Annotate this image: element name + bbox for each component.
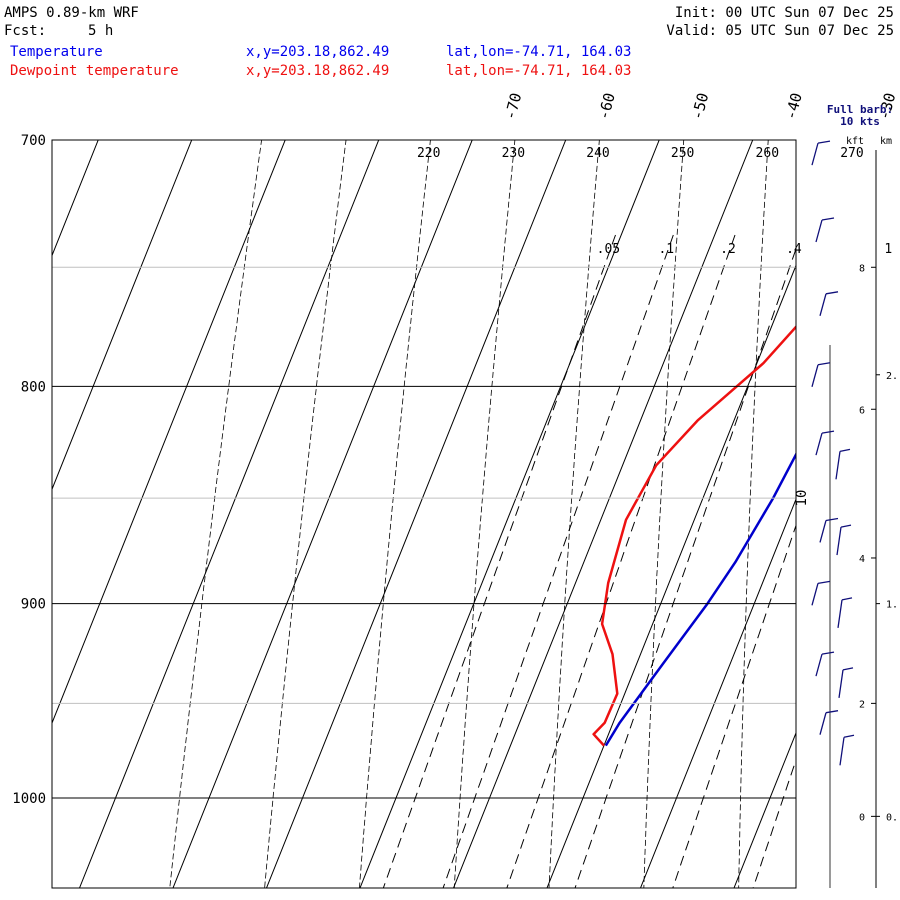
theta-label: 250: [671, 146, 694, 161]
isotherm-line: [265, 140, 567, 888]
isotherm-line: [639, 497, 796, 888]
kft-tick-label: 1.: [886, 600, 898, 611]
mixing-ratio-line: [839, 235, 900, 891]
dry-adiabat-line: [548, 140, 600, 888]
wind-barb: [811, 140, 831, 166]
isotherm-line: [172, 140, 473, 888]
isotherm-line: [359, 140, 660, 888]
extra-label: 10: [794, 490, 810, 507]
wind-barb: [839, 734, 855, 766]
barb-note-line2: 10 kts: [840, 115, 880, 128]
kft-tick-label: 0.: [886, 812, 898, 823]
init-time: Init: 00 UTC Sun 07 Dec 25: [674, 5, 894, 21]
temperature-profile-line: [604, 451, 796, 747]
theta-label: 240: [586, 146, 609, 161]
legend-temperature-label: Temperature: [10, 44, 103, 60]
mixing-ratio-line: [802, 235, 900, 891]
theta-label: 270: [840, 146, 863, 161]
isotherm-line: [52, 140, 286, 725]
isotherm-line: [821, 87, 900, 900]
mixing-ratio-line: [752, 758, 796, 888]
wind-barb: [837, 597, 853, 628]
mixing-ratio-line: [672, 524, 796, 888]
mixing-ratio-label: .1: [658, 242, 674, 257]
temperature-tick-label: -40: [781, 91, 805, 122]
wind-barb: [819, 517, 839, 543]
pressure-tick-label: 800: [21, 379, 46, 395]
isotherm-line: [52, 140, 99, 257]
wind-barb: [819, 710, 839, 735]
mixing-ratio-label: .2: [720, 242, 736, 257]
dry-adiabat-line: [359, 140, 431, 888]
isotherm-line: [78, 140, 380, 888]
km-tick-label: 0: [859, 812, 865, 823]
km-tick-label: 2: [859, 699, 865, 710]
mixing-ratio-label: 1: [884, 242, 892, 257]
pressure-tick-label: 1000: [12, 791, 46, 807]
wind-barb: [838, 667, 854, 698]
isotherm-line: [452, 140, 754, 888]
wind-barb: [815, 430, 835, 456]
legend-temperature-xy: x,y=203.18,862.49: [246, 44, 390, 60]
legend-dewpoint-label: Dewpoint temperature: [10, 63, 179, 79]
wind-barb: [815, 651, 835, 677]
mixing-ratio-label: .05: [597, 242, 620, 257]
km-axis-label: km: [880, 136, 892, 147]
theta-label: 230: [502, 146, 525, 161]
legend-dewpoint-xy: x,y=203.18,862.49: [246, 63, 390, 79]
dry-adiabat-line: [738, 140, 769, 888]
forecast-label: Fcst:: [4, 23, 47, 39]
wind-barb: [835, 448, 851, 480]
pressure-tick-label: 700: [21, 133, 46, 149]
model-title: AMPS 0.89-km WRF: [4, 5, 139, 21]
theta-label: 260: [756, 146, 779, 161]
wind-barb: [811, 580, 831, 606]
wind-barb: [836, 524, 852, 556]
dry-adiabat-line: [833, 130, 853, 898]
dry-adiabat-line: [453, 140, 516, 888]
mixing-ratio-line: [506, 234, 736, 888]
isotherm-line: [0, 87, 26, 900]
km-tick-label: 6: [859, 405, 865, 416]
dry-adiabat-line: [169, 140, 262, 888]
isotherm-line: [733, 731, 796, 888]
isotherm-line: [546, 264, 796, 888]
temperature-tick-label: -70: [501, 91, 525, 122]
legend-temperature-latlon: lat,lon=-74.71, 164.03: [446, 44, 632, 60]
kft-axis-label: kft: [846, 136, 864, 147]
mixing-ratio-label: .4: [786, 242, 802, 257]
forecast-value: 5 h: [88, 23, 114, 39]
legend-dewpoint-latlon: lat,lon=-74.71, 164.03: [446, 63, 632, 79]
mixing-ratio-line: [574, 247, 796, 888]
km-tick-label: 8: [859, 263, 865, 274]
wind-barb: [811, 362, 831, 387]
dry-adiabat-line: [643, 140, 685, 888]
temperature-tick-label: -60: [594, 91, 618, 122]
temperature-tick-label: -50: [688, 91, 712, 122]
isotherm-line: [52, 140, 193, 491]
mixing-ratio-line: [382, 234, 616, 888]
theta-label: 220: [417, 146, 440, 161]
pressure-tick-label: 900: [21, 597, 46, 613]
wind-barb: [819, 291, 839, 316]
mixing-ratio-line: [442, 234, 674, 888]
plot-frame: [51, 139, 797, 889]
barb-note-line1: Full barb:: [827, 103, 893, 116]
dry-adiabat-line: [264, 140, 347, 888]
wind-barb: [815, 217, 835, 243]
dewpoint-profile-line: [592, 325, 796, 747]
mixing-ratio-line: [892, 235, 900, 891]
km-tick-label: 4: [859, 554, 865, 565]
kft-tick-label: 2.: [886, 371, 898, 382]
valid-time: Valid: 05 UTC Sun 07 Dec 25: [666, 23, 894, 39]
